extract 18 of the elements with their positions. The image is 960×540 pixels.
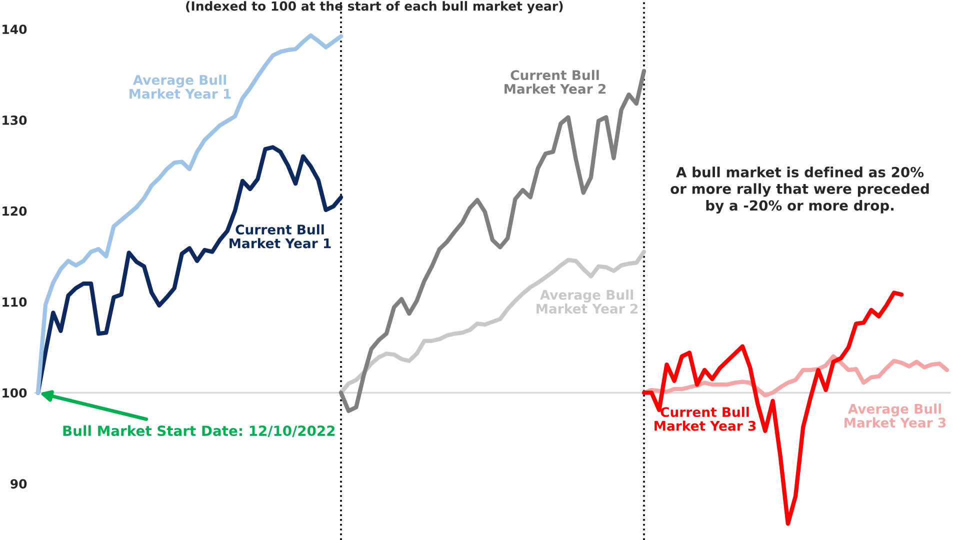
series-label: Current Bull Market Year 3 (654, 406, 756, 431)
annotation: Bull Market Start Date: 12/10/2022 (63, 425, 335, 438)
chart-subtitle: (Indexed to 100 at the start of each bull market year) (186, 1, 563, 14)
line-series (642, 354, 950, 398)
y-tick-label: 120 (2, 206, 27, 216)
series-label: Average Bull Market Year 1 (130, 74, 231, 99)
line-series (338, 250, 646, 395)
y-tick-label: 140 (2, 24, 27, 34)
annotation: A bull market is defined as 20% or more rally that were preceded by a -20% or more drop. (670, 166, 929, 214)
line-series (338, 68, 646, 413)
y-tick-label: 90 (10, 479, 27, 489)
text: Average Bull Market Year 3 (844, 404, 946, 428)
y-tick-label: 110 (2, 297, 27, 307)
y-tick-label: 100 (2, 388, 27, 398)
series-label: Current Bull Market Year 2 (504, 70, 606, 94)
y-tick-label: 130 (2, 115, 27, 125)
series-label: Current Bull Market Year 1 (230, 224, 331, 248)
line-series (36, 33, 344, 395)
